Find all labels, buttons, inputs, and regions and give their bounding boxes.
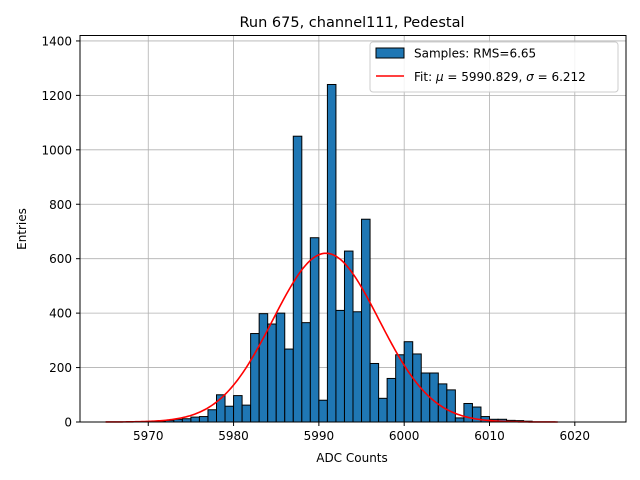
x-axis-label: ADC Counts xyxy=(316,451,388,465)
legend-fit-mu-text: = 5990.829, xyxy=(444,70,527,84)
legend-fit-label: Fit: μ = 5990.829, σ = 6.212 xyxy=(414,70,586,84)
y-tick-label: 1200 xyxy=(41,89,72,103)
legend-box xyxy=(369,41,619,93)
y-axis-label: Entries xyxy=(15,208,29,250)
legend: Samples: RMS=6.65 Fit: μ = 5990.829, σ =… xyxy=(369,41,619,93)
x-tick-label: 6020 xyxy=(560,429,591,443)
histogram-bar xyxy=(463,402,473,423)
histogram-bar xyxy=(454,417,465,423)
histogram-bar xyxy=(275,312,286,423)
axis-ticks: 5970 5980 5990 6000 6010 6020 0 200 400 600 800 100… xyxy=(41,34,590,443)
histogram-bar xyxy=(284,348,294,423)
histogram-bar xyxy=(241,404,252,423)
x-tick-label: 6010 xyxy=(474,429,505,443)
histogram-bar xyxy=(301,322,311,423)
y-tick-label: 400 xyxy=(49,307,72,321)
legend-fit-mu-symbol: μ xyxy=(435,70,444,84)
x-tick-label: 6000 xyxy=(389,429,420,443)
y-tick-label: 0 xyxy=(64,416,72,430)
histogram-bar xyxy=(343,250,354,423)
gaussian-fit-curve xyxy=(105,252,558,423)
histogram-bar xyxy=(378,397,388,423)
histogram-bar xyxy=(437,383,448,423)
y-tick-label: 1000 xyxy=(41,143,72,157)
histogram-bar xyxy=(233,395,243,423)
histogram-bar xyxy=(369,362,380,423)
x-tick-label: 5970 xyxy=(133,429,164,443)
histogram-bar xyxy=(352,311,363,423)
histogram-bar xyxy=(318,399,328,423)
histogram-bar xyxy=(395,354,405,423)
legend-fit-sigma-symbol: σ xyxy=(526,70,534,84)
legend-bars-swatch xyxy=(375,47,405,59)
histogram-bar xyxy=(258,313,269,423)
histogram-bar xyxy=(309,237,320,423)
histogram-bar xyxy=(207,409,217,423)
y-tick-label: 200 xyxy=(49,361,72,375)
histogram-bar xyxy=(198,416,209,423)
histogram-bar xyxy=(420,372,431,423)
legend-fit-prefix: Fit: xyxy=(414,70,436,84)
y-tick-label: 800 xyxy=(49,198,72,212)
chart-title: Run 675, channel111, Pedestal xyxy=(239,15,464,31)
histogram-bar xyxy=(335,309,345,423)
plot-frame xyxy=(79,35,627,423)
y-tick-label: 1400 xyxy=(41,34,72,48)
legend-fit-sigma-text: = 6.212 xyxy=(534,70,586,84)
histogram-bar xyxy=(190,416,200,423)
legend-bars-label: Samples: RMS=6.65 xyxy=(414,47,536,61)
histogram-bar xyxy=(446,389,456,423)
x-tick-label: 5990 xyxy=(304,429,335,443)
y-tick-label: 600 xyxy=(49,252,72,266)
histogram-bar xyxy=(361,218,371,423)
histogram-bars xyxy=(156,83,533,423)
histogram-bar xyxy=(224,405,235,423)
histogram-bar xyxy=(403,341,414,423)
x-tick-label: 5980 xyxy=(218,429,249,443)
histogram-bar xyxy=(267,323,277,423)
histogram-bar xyxy=(386,377,397,423)
